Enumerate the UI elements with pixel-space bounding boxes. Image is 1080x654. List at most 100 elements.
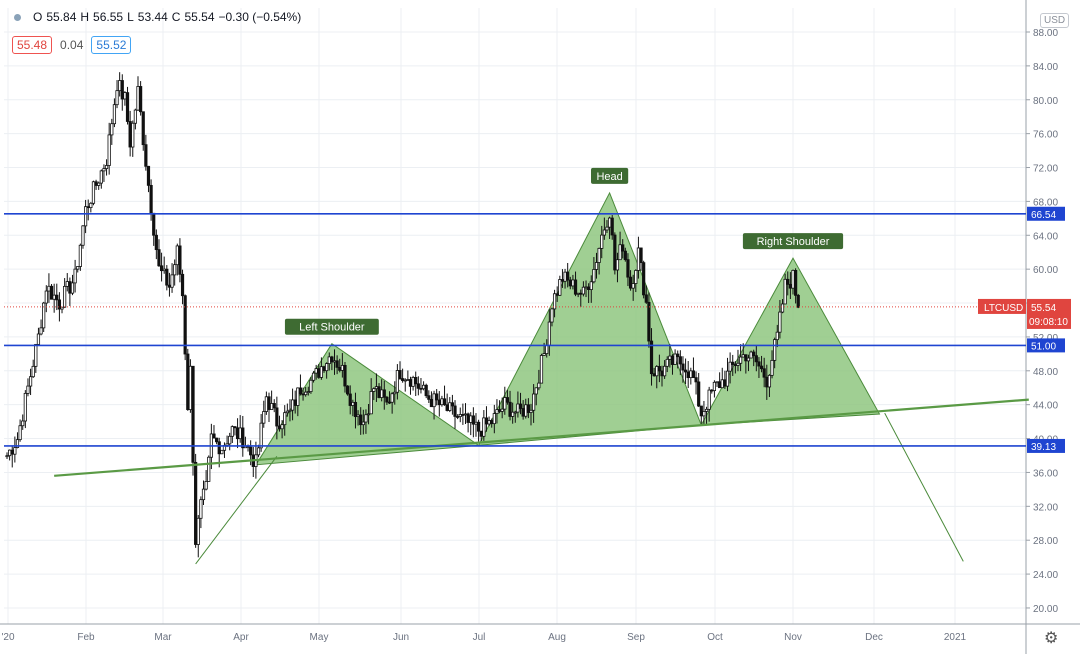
candle-body [757, 361, 761, 367]
candle-body [191, 365, 195, 463]
candle-body [647, 301, 651, 342]
candle-body [353, 401, 358, 418]
candle-body [63, 285, 67, 308]
candle-body [330, 356, 334, 363]
candle-body [458, 414, 462, 417]
candle-body [642, 262, 646, 296]
candle-body [702, 411, 706, 417]
candle-body [270, 403, 274, 410]
candle-body [775, 331, 779, 341]
candle-body [298, 387, 303, 395]
candle-body [233, 426, 237, 429]
candle-body [230, 426, 234, 437]
candle-body [52, 294, 56, 300]
candle-body [84, 206, 88, 227]
candle-body [594, 262, 599, 270]
candle-body [123, 92, 127, 100]
candle-body [107, 134, 111, 166]
candle-body [733, 364, 737, 366]
price-tick-label: 48.00 [1033, 367, 1058, 378]
candle-body [736, 362, 740, 366]
candle-body [76, 266, 80, 270]
candle-body [631, 283, 635, 289]
candle-body [663, 365, 667, 377]
candle-body [728, 361, 732, 372]
candle-body [589, 281, 593, 290]
candle-body [673, 353, 677, 365]
candle-body [442, 398, 447, 406]
last-price-badge [1027, 298, 1071, 329]
candle-body [770, 359, 774, 376]
low-value: 53.44 [137, 10, 168, 24]
candle-body [131, 122, 135, 148]
candle-body [466, 413, 470, 423]
candle-body [10, 449, 14, 455]
price-tick-label: 28.00 [1033, 536, 1058, 547]
candle-body [162, 268, 166, 272]
indicator-values[interactable]: 55.48 0.04 55.52 [12, 36, 132, 54]
candle-body [8, 449, 12, 457]
open-value: 55.84 [46, 10, 77, 24]
candle-body [639, 247, 643, 264]
level-price-label: 51.00 [1031, 341, 1056, 352]
candle-body [725, 370, 730, 387]
candle-body [364, 414, 368, 423]
candle-body [487, 420, 491, 425]
candle-body [532, 393, 536, 411]
candle-body [786, 278, 790, 285]
candle-body [393, 391, 397, 395]
open-key: O [33, 10, 43, 24]
candle-body [435, 393, 439, 401]
candle-body [241, 427, 245, 449]
candle-body [359, 414, 363, 426]
candle-body [401, 378, 405, 381]
candle-body [81, 225, 85, 246]
candle-body [49, 285, 54, 300]
candle-body [450, 402, 455, 407]
candle-body [710, 389, 714, 392]
candle-body [552, 293, 557, 310]
price-tick-label: 84.00 [1033, 62, 1058, 73]
candle-body [387, 401, 392, 404]
candle-body [39, 327, 43, 335]
candle-body [325, 363, 329, 372]
indicator-right-value: 55.52 [91, 36, 132, 54]
candle-body [186, 353, 190, 410]
candle-body [94, 181, 98, 186]
candle-body [655, 366, 659, 377]
candle-body [744, 354, 748, 362]
price-tick-label: 36.00 [1033, 468, 1058, 479]
candle-body [712, 381, 717, 392]
candle-body [99, 170, 103, 184]
candle-body [78, 244, 82, 267]
candle-body [332, 360, 337, 363]
candle-body [479, 430, 483, 437]
candle-body [484, 417, 489, 425]
currency-tag[interactable]: USD [1040, 13, 1070, 28]
candle-body [681, 363, 685, 371]
candle-body [348, 393, 352, 406]
candle-body [623, 250, 627, 261]
symbol-badge [978, 298, 1026, 314]
candle-body [699, 405, 703, 417]
candle-body [628, 276, 633, 289]
candle-body [461, 414, 465, 416]
candle-body [128, 121, 132, 148]
price-tick-label: 24.00 [1033, 570, 1058, 581]
candle-body [317, 368, 321, 378]
candle-body [141, 111, 145, 146]
candle-body [228, 435, 232, 445]
candle-body [369, 391, 373, 415]
candle-body [167, 284, 172, 288]
candle-body [201, 488, 206, 501]
candle-body [322, 366, 326, 372]
annotation-badge [591, 167, 629, 184]
candle-body [403, 379, 407, 382]
candle-body [652, 373, 656, 377]
candle-body [372, 388, 376, 392]
gear-icon[interactable]: ⚙ [1044, 630, 1059, 647]
candle-body [86, 206, 90, 209]
candle-body [791, 269, 795, 289]
